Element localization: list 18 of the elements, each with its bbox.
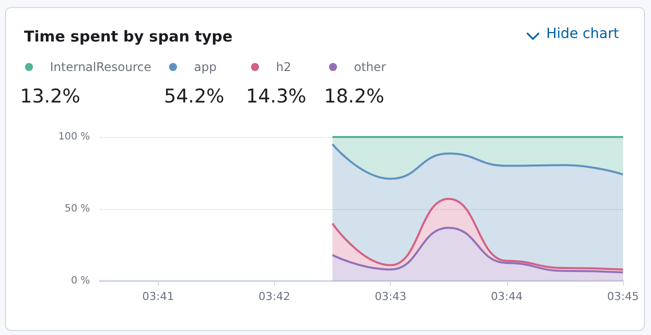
legend-label: app bbox=[194, 60, 217, 74]
x-tick-label: 03:43 bbox=[374, 290, 406, 303]
legend-label: h2 bbox=[276, 60, 292, 74]
chart-title: Time spent by span type bbox=[24, 28, 233, 46]
text: Hide chart bbox=[546, 26, 620, 42]
y-tick-label: 50 % bbox=[64, 204, 90, 214]
text: 18.2% bbox=[324, 86, 384, 108]
text: 13.2% bbox=[20, 86, 80, 108]
x-tick-label: 03:44 bbox=[490, 290, 523, 303]
x-tick-label: 03:45 bbox=[607, 290, 639, 303]
y-tick-label: 0 % bbox=[70, 276, 90, 286]
text: 14.3% bbox=[246, 86, 306, 108]
x-tick-label: 03:42 bbox=[258, 290, 290, 303]
legend-label: InternalResource bbox=[50, 60, 152, 74]
text: 54.2% bbox=[164, 86, 224, 108]
x-tick-label: 03:41 bbox=[142, 290, 174, 303]
y-tick-label: 100 % bbox=[58, 132, 90, 142]
legend-label: other bbox=[354, 60, 386, 74]
